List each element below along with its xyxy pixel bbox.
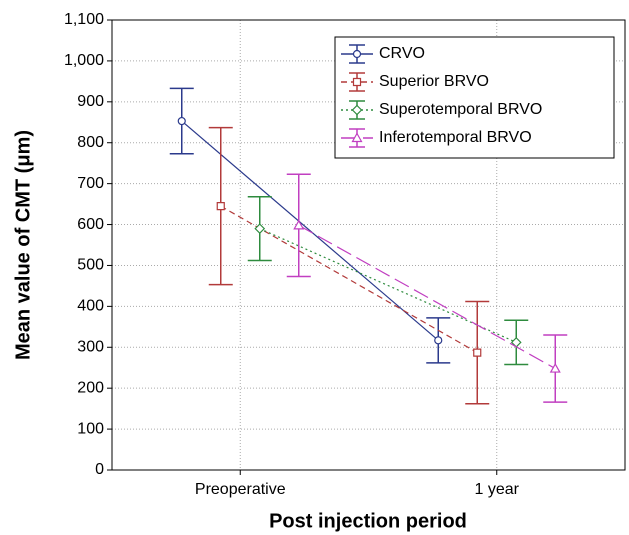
- legend-marker: [352, 49, 362, 59]
- series-line: [259, 228, 517, 343]
- y-tick-label: 700: [77, 175, 104, 192]
- point: [293, 219, 305, 230]
- x-axis-title: Post injection period: [269, 510, 467, 532]
- legend-label: CRVO: [379, 45, 425, 62]
- y-tick-label: 400: [77, 298, 104, 315]
- y-tick-label: 1,100: [64, 11, 104, 28]
- y-tick-label: 800: [77, 134, 104, 151]
- point: [216, 202, 225, 211]
- point: [549, 362, 561, 373]
- legend-marker: [351, 132, 363, 143]
- y-tick-label: 500: [77, 257, 104, 274]
- legend-marker: [352, 77, 362, 87]
- series-line: [298, 224, 556, 370]
- legend-box: [334, 36, 615, 159]
- y-tick-label: 600: [77, 216, 104, 233]
- legend-marker: [351, 104, 363, 116]
- x-tick-label: Preoperative: [195, 481, 286, 498]
- legend-label: Superior BRVO: [379, 73, 489, 90]
- y-tick-label: 1,000: [64, 52, 104, 69]
- point: [254, 223, 266, 234]
- legend-label: Inferotemporal BRVO: [379, 129, 532, 146]
- point: [473, 348, 482, 357]
- y-tick-label: 100: [77, 420, 104, 437]
- plot-frame: [111, 19, 626, 471]
- x-tick-label: 1 year: [475, 481, 520, 498]
- y-tick-label: 900: [77, 93, 104, 110]
- series-line: [181, 120, 439, 341]
- legend: CRVO Superior BRVO Superotemporal BRVO Infe…: [334, 36, 615, 159]
- y-tick-label: 0: [95, 461, 104, 478]
- y-tick-label: 200: [77, 379, 104, 396]
- point: [177, 116, 186, 126]
- point: [434, 336, 443, 345]
- y-tick-label: 300: [77, 338, 104, 355]
- legend-label: Superotemporal BRVO: [379, 101, 542, 118]
- y-axis-title: Mean value of CMT (μm): [12, 130, 34, 360]
